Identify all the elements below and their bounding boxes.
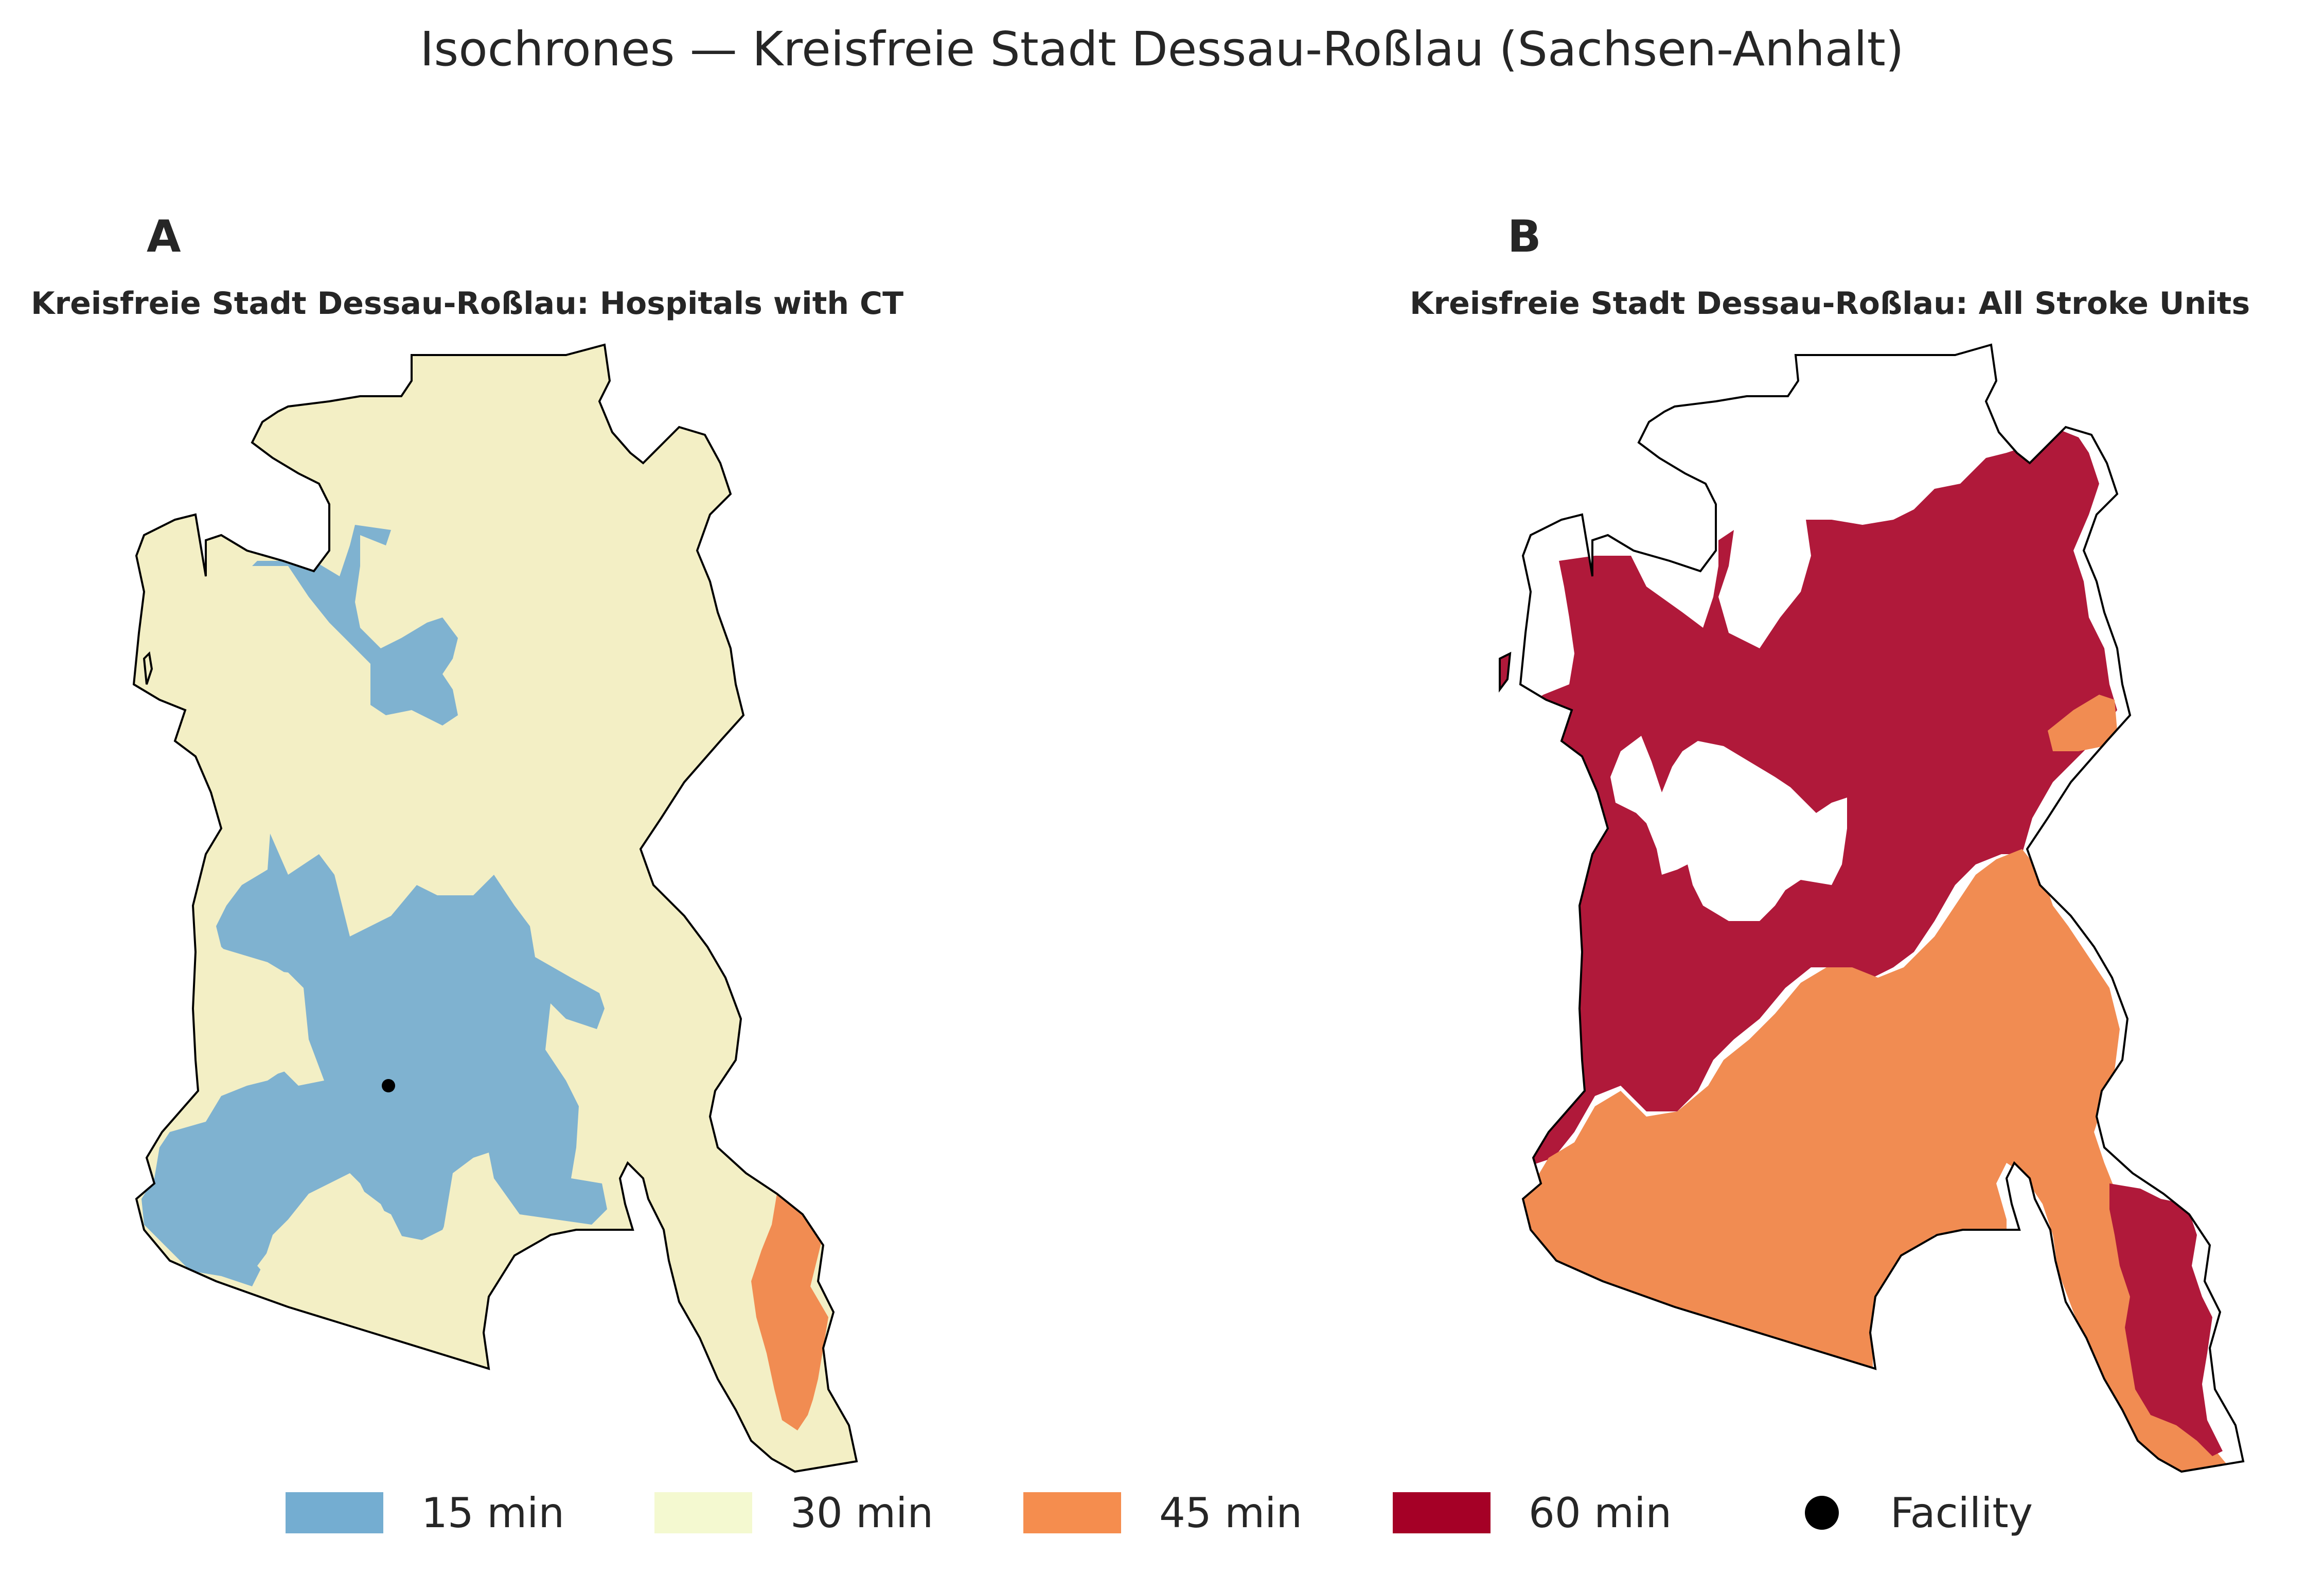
legend-label-60: 60 min [1529,1489,1672,1537]
zone-60-min-b [1520,427,2117,1168]
legend-swatch-60 [1393,1492,1491,1533]
legend-item-45: 45 min [1023,1482,1302,1544]
legend: 15 min 30 min 45 min 60 min Facility [0,1482,2324,1544]
panel-a-letter: A [147,211,181,262]
exclave-a [143,651,153,685]
zone-60-min-b-southeast [2109,1183,2223,1456]
panel-a-title: Kreisfreie Stadt Dessau-Roßlau: Hospital… [31,286,903,322]
panel-a-map [133,344,858,1473]
legend-facility-marker [1805,1496,1839,1530]
panel-b-title: Kreisfreie Stadt Dessau-Roßlau: All Stro… [1410,286,2250,322]
legend-swatch-15 [286,1492,383,1533]
legend-swatch-45 [1023,1492,1121,1533]
panel-b-map [1499,344,2244,1473]
facility-marker [382,1079,395,1092]
legend-label-15: 15 min [421,1489,565,1537]
zone-45-min-b-northeast [2048,695,2117,751]
legend-item-facility: Facility [1774,1482,2033,1544]
zone-30-min-a-inner [196,947,309,1086]
legend-label-45: 45 min [1159,1489,1303,1537]
zone-45-min-b [1520,849,2233,1472]
gap-b-center [1610,736,1847,921]
zone-15-min-a-north [252,525,458,726]
legend-item-30: 30 min [654,1482,933,1544]
zone-15-min-a-main [141,834,607,1286]
zone-45-min-a [751,1194,828,1430]
legend-swatch-30 [654,1492,752,1533]
legend-item-15: 15 min [286,1482,564,1544]
legend-label-facility: Facility [1890,1489,2033,1537]
zone-30-min-a-lower [257,1158,494,1358]
panel-b-letter: B [1507,211,1541,262]
zone-15-min-a-west1 [134,803,159,821]
zone-15-min-a-west2 [165,710,180,726]
exclave-b [1499,651,1512,693]
legend-label-30: 30 min [790,1489,934,1537]
figure-title: Isochrones — Kreisfreie Stadt Dessau-Roß… [420,22,1904,77]
legend-item-60: 60 min [1393,1482,1672,1544]
